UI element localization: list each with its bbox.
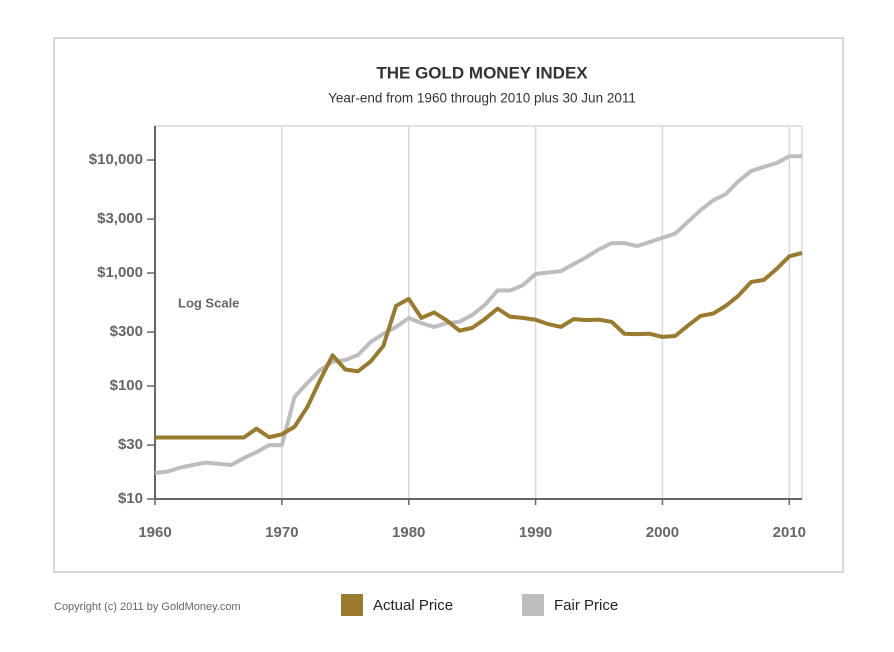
legend-label: Actual Price xyxy=(373,597,453,614)
x-tick-label: 2010 xyxy=(773,524,806,541)
x-tick-label: 1960 xyxy=(138,524,171,541)
y-tick-label: $100 xyxy=(110,377,143,394)
legend-swatch xyxy=(522,594,544,616)
y-tick-label: $300 xyxy=(110,323,143,340)
y-tick-label: $30 xyxy=(118,436,143,453)
x-tick-label: 2000 xyxy=(646,524,679,541)
x-tick-label: 1980 xyxy=(392,524,425,541)
data-line xyxy=(155,251,803,440)
y-tick-label: $3,000 xyxy=(97,210,143,227)
x-tick-label: 1990 xyxy=(519,524,552,541)
legend-swatch xyxy=(341,594,363,616)
chart-subtitle: Year-end from 1960 through 2010 plus 30 … xyxy=(328,91,636,106)
chart-title: THE GOLD MONEY INDEX xyxy=(376,63,588,82)
legend-label: Fair Price xyxy=(554,597,618,614)
annotation: Log Scale xyxy=(178,295,239,310)
y-tick-label: $10 xyxy=(118,490,143,507)
y-tick-label: $1,000 xyxy=(97,264,143,281)
x-tick-label: 1970 xyxy=(265,524,298,541)
chart-frame xyxy=(53,37,844,573)
copyright: Copyright (c) 2011 by GoldMoney.com xyxy=(54,601,241,613)
y-tick-label: $10,000 xyxy=(89,151,143,168)
data-line xyxy=(154,154,802,475)
